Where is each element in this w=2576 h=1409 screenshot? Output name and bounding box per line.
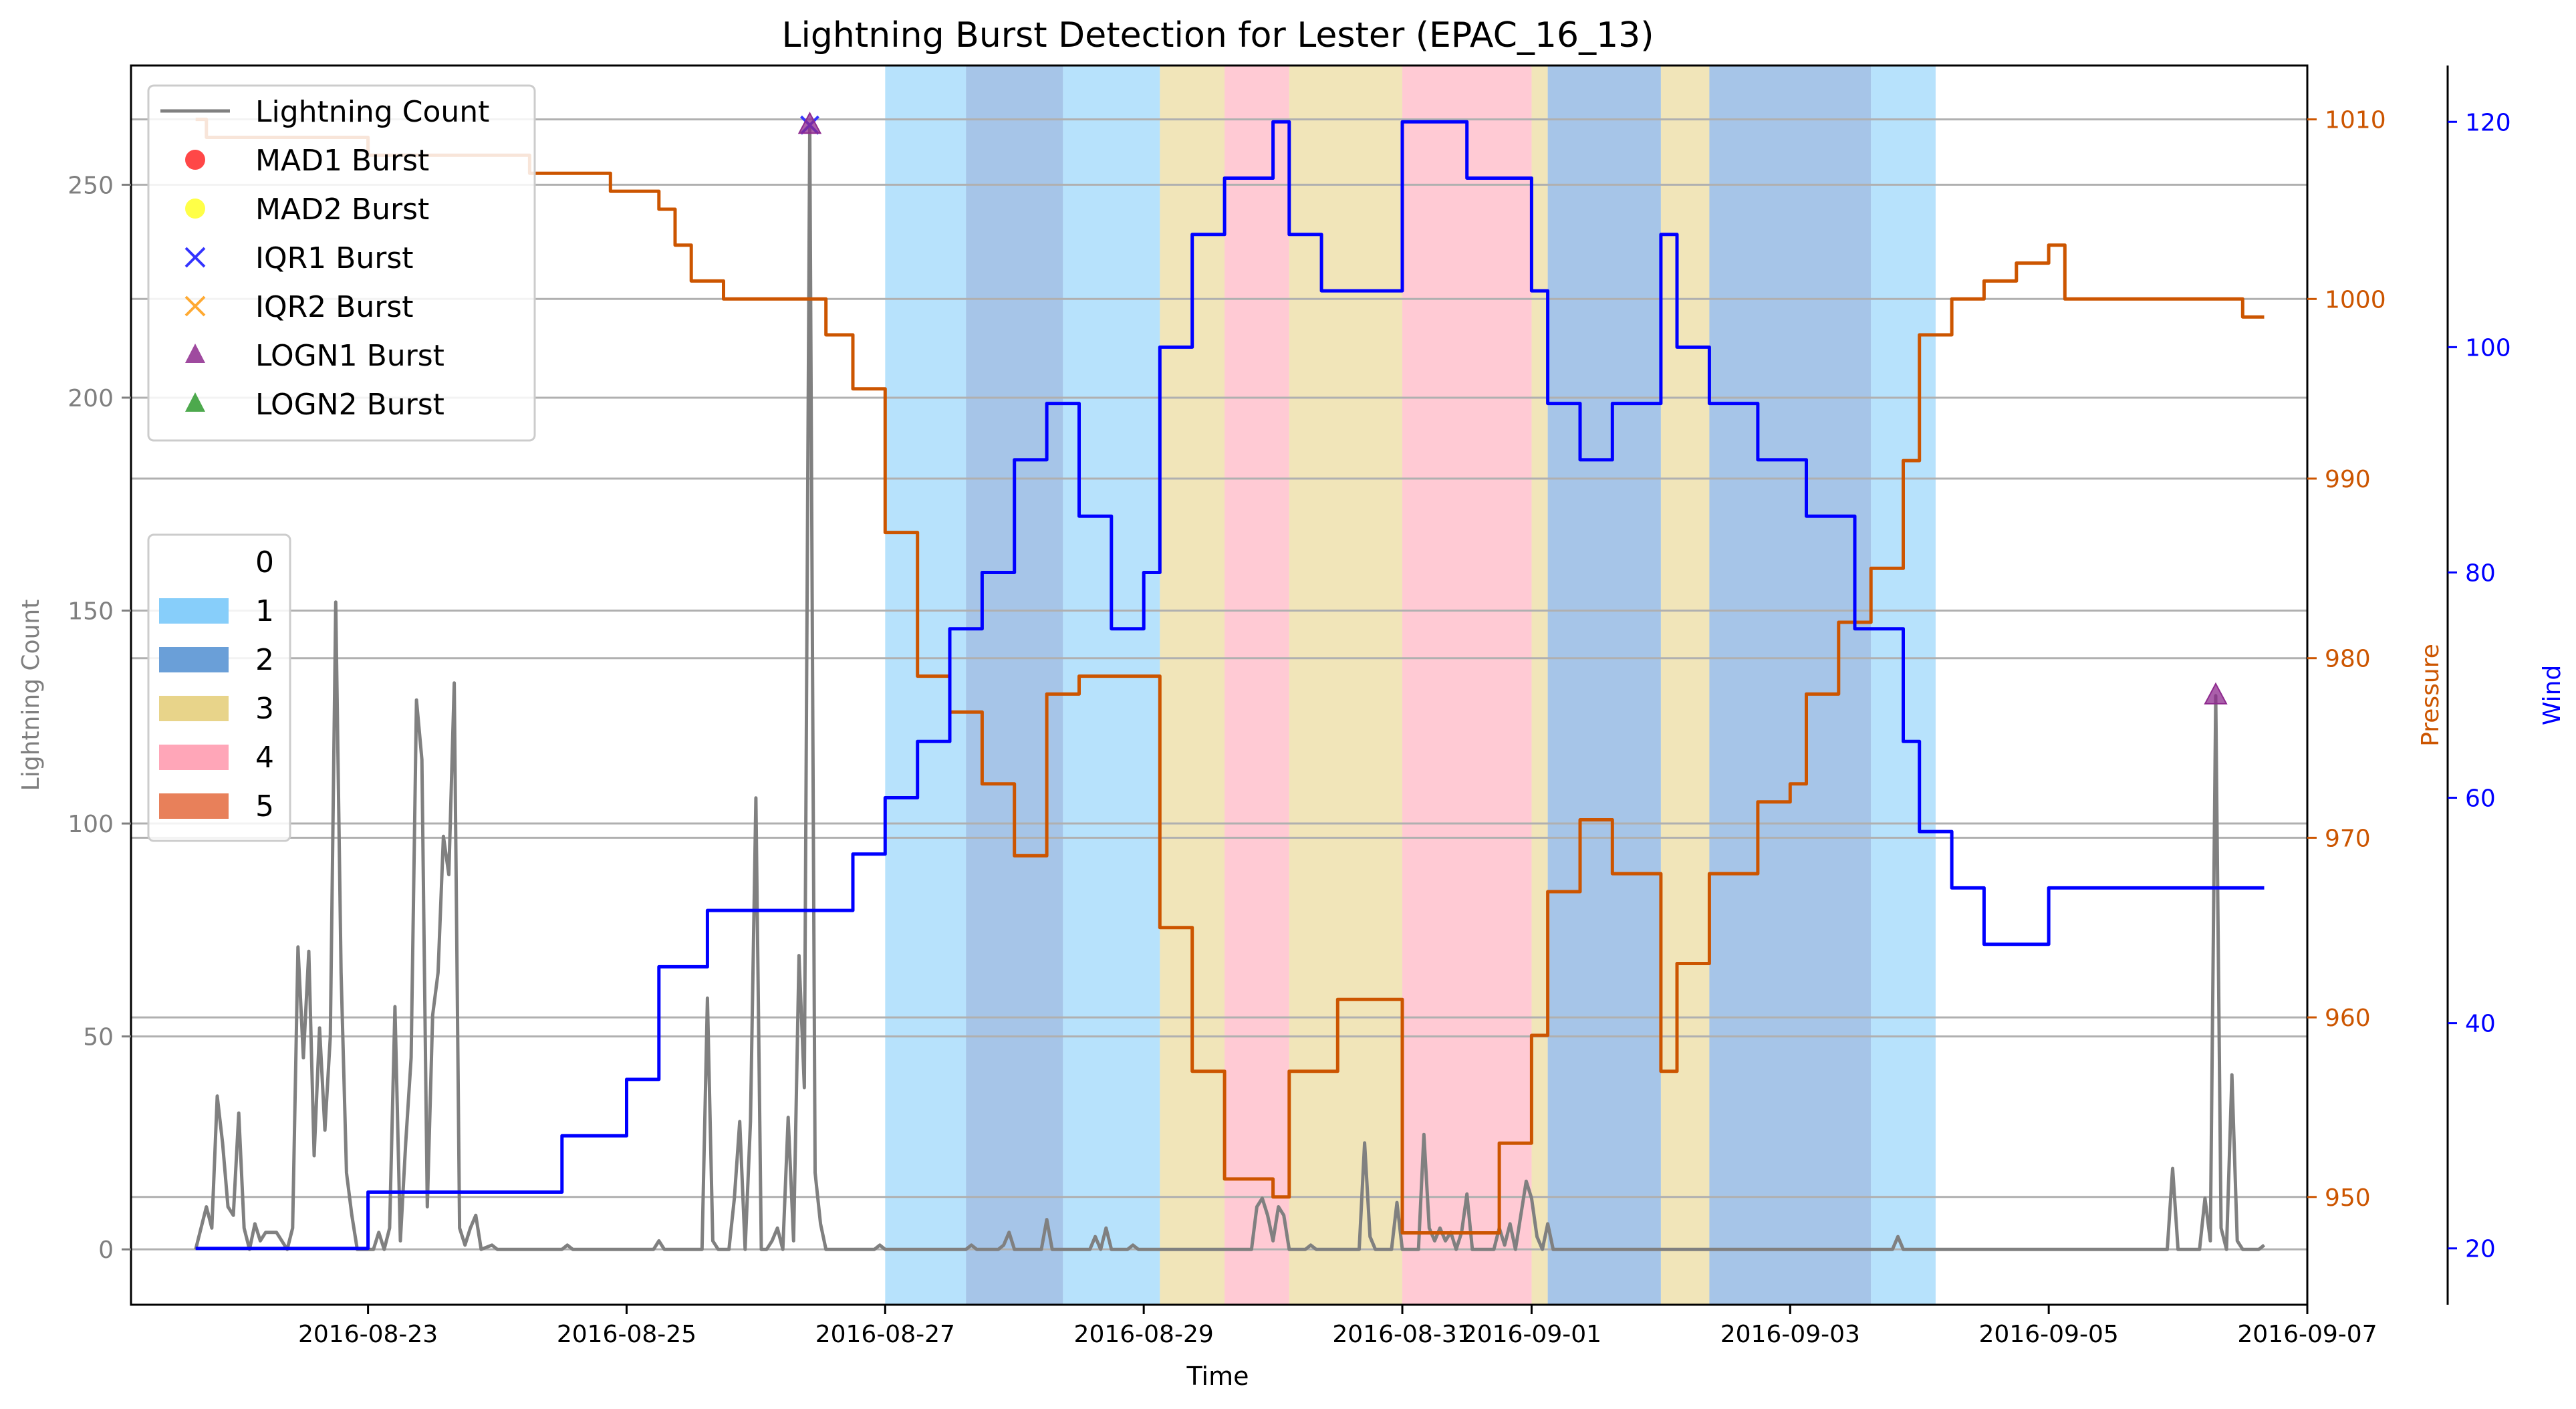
category-spans (885, 66, 1936, 1305)
legend1-circle-swatch (185, 150, 205, 170)
category-span-1 (885, 66, 967, 1305)
x-tick-label: 2016-09-07 (2237, 1321, 2377, 1348)
legend1-label: MAD2 Burst (255, 193, 429, 227)
y-wind-tick-label: 20 (2465, 1236, 2496, 1263)
legend1-triangle-swatch (185, 392, 205, 412)
legend1-label: Lightning Count (255, 95, 489, 129)
wind-line (195, 120, 2265, 1251)
y-left-axis-label: Lightning Count (17, 600, 45, 791)
legend1-label: LOGN1 Burst (255, 339, 444, 373)
legend1-box (147, 84, 536, 442)
y-pressure-tick-label: 1010 (2325, 107, 2386, 134)
legend2-label: 1 (255, 594, 274, 628)
y-pressure-tick-label: 980 (2325, 646, 2371, 673)
legend1-x-swatch (184, 247, 206, 268)
y-pressure-tick-label: 960 (2325, 1005, 2371, 1032)
legend1-x-swatch (184, 295, 206, 317)
legend1-label: MAD1 Burst (255, 144, 429, 178)
category-span-2 (1709, 66, 1872, 1305)
y-left-tick-label: 100 (68, 811, 114, 838)
series-lines (194, 118, 2266, 1251)
x-tick-label: 2016-09-03 (1720, 1321, 1860, 1348)
pressure-line (195, 118, 2265, 1235)
y-wind-tick-label: 40 (2465, 1011, 2496, 1038)
y-pressure-tick-label: 950 (2325, 1184, 2371, 1212)
chart-title: Lightning Burst Detection for Lester (EP… (781, 15, 1654, 55)
legend2-label: 4 (255, 741, 274, 775)
y-pressure-tick-label: 990 (2325, 466, 2371, 493)
axes: 2016-08-23 2016-08-25 2016-08-27 2016-08-29… (68, 64, 2511, 1348)
x-tick-label: 2016-09-05 (1979, 1321, 2119, 1348)
legends: Lightning Count MAD1 Burst MAD2 Burst IQR1 … (147, 84, 536, 842)
category-span-3 (1289, 66, 1403, 1305)
category-span-4 (1402, 66, 1532, 1305)
legend2-swatch (159, 793, 229, 819)
legend1-label: IQR2 Burst (255, 290, 414, 324)
y-pressure-tick-label: 970 (2325, 825, 2371, 852)
y-left-tick-label: 200 (68, 385, 114, 412)
category-span-4 (1225, 66, 1289, 1305)
legend1-triangle-swatch (185, 344, 205, 363)
legend1-label: IQR1 Burst (255, 241, 414, 275)
y-wind-axis-label: Wind (2539, 665, 2566, 725)
y-wind-tick-label: 80 (2465, 559, 2496, 587)
legend2-swatch (159, 647, 229, 672)
y-wind-tick-label: 100 (2465, 334, 2511, 362)
y-left-tick-label: 0 (98, 1237, 114, 1264)
burst-markers (797, 112, 2228, 704)
category-span-3 (1531, 66, 1548, 1305)
x-axis-label: Time (1186, 1362, 1249, 1391)
y-wind-tick-label: 60 (2465, 785, 2496, 813)
legend1-circle-swatch (185, 199, 205, 219)
x-tick-label: 2016-09-01 (1462, 1321, 1601, 1348)
lightning-count-line (194, 123, 2266, 1251)
legend1-label: LOGN2 Burst (255, 388, 444, 422)
y-left-tick-label: 150 (68, 598, 114, 626)
x-tick-label: 2016-08-29 (1074, 1321, 1214, 1348)
legend2-swatch (159, 745, 229, 770)
category-span-2 (966, 66, 1063, 1305)
y-wind-tick-label: 120 (2465, 109, 2511, 136)
category-span-3 (1660, 66, 1710, 1305)
legend2-label: 2 (255, 643, 274, 677)
category-span-2 (1547, 66, 1661, 1305)
y-pressure-axis-label: Pressure (2417, 644, 2444, 747)
legend2-label: 0 (255, 545, 274, 580)
x-tick-label: 2016-08-27 (815, 1321, 955, 1348)
y-left-tick-label: 250 (68, 172, 114, 199)
x-tick-label: 2016-08-31 (1332, 1321, 1472, 1348)
logn1-burst-marker (797, 112, 822, 134)
x-tick-label: 2016-08-23 (298, 1321, 438, 1348)
y-pressure-tick-label: 1000 (2325, 286, 2386, 313)
legend2-label: 5 (255, 789, 274, 823)
y-left-tick-label: 50 (83, 1024, 114, 1051)
legend2-label: 3 (255, 692, 274, 726)
legend2-swatch (159, 696, 229, 721)
x-tick-label: 2016-08-25 (557, 1321, 696, 1348)
logn1-burst-marker (2204, 682, 2228, 704)
plot-frame (130, 64, 2309, 1306)
legend2-swatch (159, 598, 229, 624)
